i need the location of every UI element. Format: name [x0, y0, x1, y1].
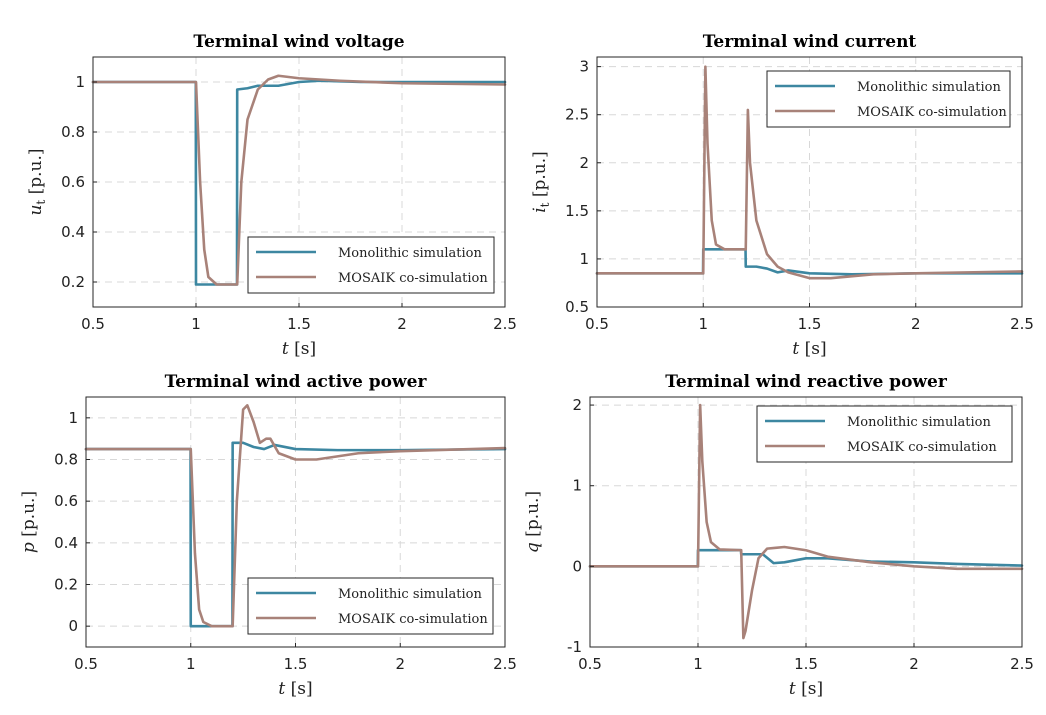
y-tick-label: 1 [68, 409, 78, 427]
chart-panel: 0.5 1 1.5 2 2.5 -1 0 1 2 Terminal wind reactive p… [523, 372, 1034, 699]
y-tick-label: -1 [567, 638, 582, 656]
chart-title: Terminal wind reactive power [665, 372, 948, 392]
y-tick-label: 1 [579, 250, 589, 268]
y-axis-label: p [p.u.] [19, 491, 39, 553]
y-axis-label: q [p.u.] [523, 491, 543, 553]
x-tick-label: 0.5 [578, 655, 602, 673]
x-tick-label: 2 [395, 655, 405, 673]
x-tick-label: 2.5 [1010, 655, 1034, 673]
y-tick-label: 2 [572, 396, 582, 414]
chart-title: Terminal wind active power [165, 372, 428, 392]
legend: Monolithic simulation MOSAIK co-simulatio… [247, 577, 494, 635]
legend-label: MOSAIK co-simulation [857, 105, 1007, 120]
legend-label: Monolithic simulation [847, 415, 991, 430]
y-tick-label: 1 [572, 477, 582, 495]
legend-label: Monolithic simulation [857, 80, 1001, 95]
x-axis-label: t [s] [792, 339, 826, 359]
x-tick-label: 2.5 [1010, 315, 1034, 333]
chart-panel: 0.5 1 1.5 2 2.5 0.5 1 1.5 2 2.5 3 Terminal wind cur… [530, 32, 1034, 359]
y-tick-label: 0.5 [565, 298, 589, 316]
x-axis-label: t [s] [278, 679, 312, 699]
x-tick-label: 1 [191, 315, 201, 333]
x-tick-label: 1 [693, 655, 703, 673]
chart-panel: 0.5 1 1.5 2 2.5 0.2 0.4 0.6 0.8 1 Terminal wind vo… [26, 32, 517, 359]
y-tick-label: 2.5 [565, 106, 589, 124]
x-tick-label: 1.5 [287, 315, 311, 333]
series-line-mosaik [84, 404, 507, 628]
series-line-monolithic [588, 548, 1024, 568]
y-tick-label: 0.6 [54, 492, 78, 510]
x-tick-label: 1.5 [284, 655, 308, 673]
y-tick-label: 0.6 [61, 173, 85, 191]
x-tick-label: 2 [397, 315, 407, 333]
x-tick-label: 1.5 [798, 315, 822, 333]
y-tick-label: 2 [579, 154, 589, 172]
chart-title: Terminal wind voltage [193, 32, 404, 52]
legend-label: MOSAIK co-simulation [847, 440, 997, 455]
y-tick-label: 0.2 [61, 273, 85, 291]
y-axis-label: ut [p.u.] [26, 148, 48, 215]
x-axis-label: t [s] [282, 339, 316, 359]
x-tick-label: 2 [909, 655, 919, 673]
y-tick-label: 3 [579, 58, 589, 76]
y-tick-label: 1.5 [565, 202, 589, 220]
legend-box [766, 70, 1011, 128]
chart-panel: 0.5 1 1.5 2 2.5 0 0.2 0.4 0.6 0.8 1 Terminal wind a… [19, 372, 517, 699]
series-line-mosaik [91, 74, 507, 286]
legend-box [756, 405, 1013, 463]
legend-box [247, 236, 495, 294]
y-tick-label: 1 [75, 73, 85, 91]
chart-title: Terminal wind current [703, 32, 917, 52]
x-tick-label: 0.5 [81, 315, 105, 333]
series-line-mosaik [588, 403, 1024, 640]
legend: Monolithic simulation MOSAIK co-simulatio… [756, 405, 1013, 463]
y-tick-label: 0.8 [54, 451, 78, 469]
x-tick-label: 2.5 [493, 315, 517, 333]
legend-label: MOSAIK co-simulation [338, 612, 488, 627]
x-tick-label: 0.5 [74, 655, 98, 673]
y-tick-label: 0.2 [54, 576, 78, 594]
legend-box [247, 577, 494, 635]
series-line-mosaik [595, 65, 1024, 280]
series-line-monolithic [84, 441, 507, 628]
y-tick-label: 0.8 [61, 123, 85, 141]
x-tick-label: 1 [698, 315, 708, 333]
y-tick-label: 0 [572, 557, 582, 575]
x-tick-label: 1.5 [794, 655, 818, 673]
legend-label: MOSAIK co-simulation [338, 271, 488, 286]
x-axis-label: t [s] [789, 679, 823, 699]
legend: Monolithic simulation MOSAIK co-simulatio… [766, 70, 1011, 128]
y-axis-label: it [p.u.] [530, 151, 552, 213]
y-tick-label: 0.4 [61, 223, 85, 241]
legend: Monolithic simulation MOSAIK co-simulatio… [247, 236, 495, 294]
x-tick-label: 2.5 [493, 655, 517, 673]
x-tick-label: 2 [911, 315, 921, 333]
y-tick-label: 0 [68, 617, 78, 635]
x-tick-label: 0.5 [585, 315, 609, 333]
y-tick-label: 0.4 [54, 534, 78, 552]
x-tick-label: 1 [186, 655, 196, 673]
legend-label: Monolithic simulation [338, 587, 482, 602]
legend-label: Monolithic simulation [338, 246, 482, 261]
